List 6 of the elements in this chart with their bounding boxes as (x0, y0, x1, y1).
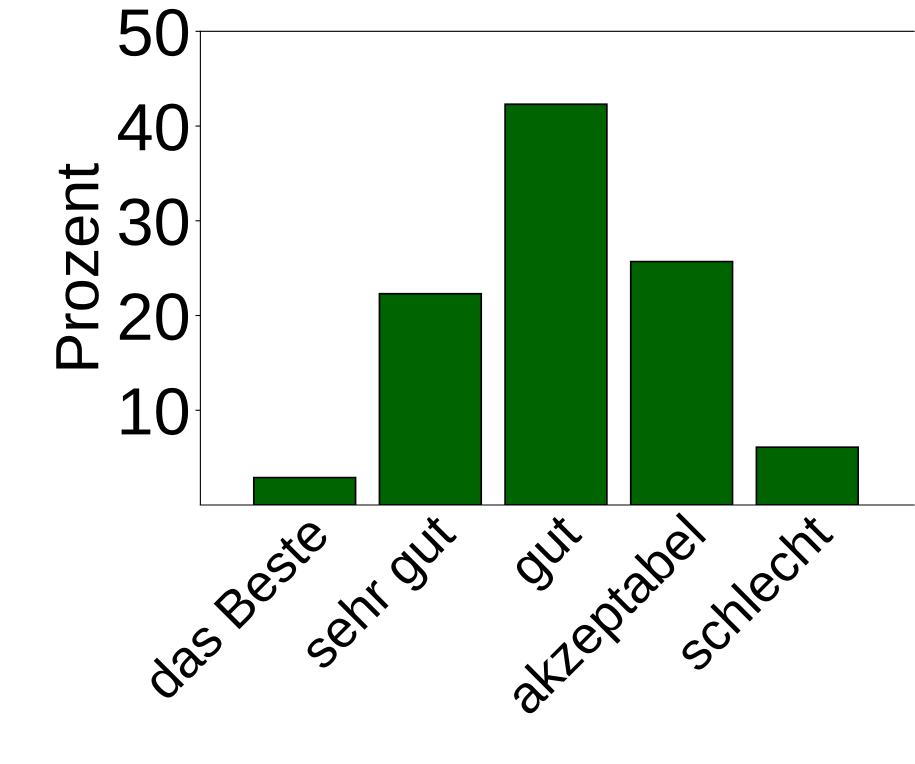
y-tick-label: 10 (122, 388, 188, 436)
y-tick-label: 20 (120, 293, 188, 340)
y-tick-label: 30 (119, 198, 188, 246)
y-axis-title: Prozent (56, 163, 99, 368)
y-tick-label: 40 (118, 104, 188, 151)
y-tick-label: 50 (119, 8, 188, 56)
